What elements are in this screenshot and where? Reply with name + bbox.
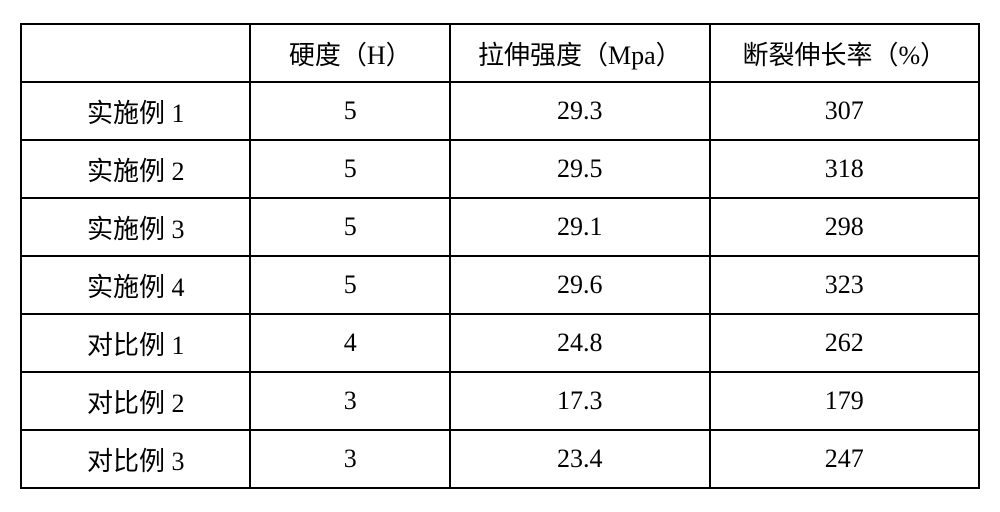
row-label: 实施例 2 — [21, 140, 250, 198]
cell-elongation: 179 — [710, 372, 979, 430]
cell-elongation: 262 — [710, 314, 979, 372]
cell-elongation: 298 — [710, 198, 979, 256]
cell-elongation: 323 — [710, 256, 979, 314]
row-label: 对比例 2 — [21, 372, 250, 430]
cell-hardness: 5 — [250, 140, 450, 198]
cell-hardness: 5 — [250, 82, 450, 140]
table-row: 实施例 3 5 29.1 298 — [21, 198, 979, 256]
data-table: 硬度（H） 拉伸强度（Mpa） 断裂伸长率（%） 实施例 1 5 29.3 30… — [20, 23, 980, 489]
cell-hardness: 5 — [250, 198, 450, 256]
header-cell-empty — [21, 24, 250, 82]
cell-tensile: 29.6 — [450, 256, 710, 314]
cell-hardness: 3 — [250, 372, 450, 430]
table-header-row: 硬度（H） 拉伸强度（Mpa） 断裂伸长率（%） — [21, 24, 979, 82]
cell-tensile: 17.3 — [450, 372, 710, 430]
row-label: 对比例 3 — [21, 430, 250, 488]
row-label: 实施例 1 — [21, 82, 250, 140]
table-row: 对比例 1 4 24.8 262 — [21, 314, 979, 372]
table-row: 对比例 2 3 17.3 179 — [21, 372, 979, 430]
cell-elongation: 247 — [710, 430, 979, 488]
table-row: 实施例 1 5 29.3 307 — [21, 82, 979, 140]
row-label: 实施例 3 — [21, 198, 250, 256]
cell-hardness: 3 — [250, 430, 450, 488]
row-label: 对比例 1 — [21, 314, 250, 372]
table-row: 对比例 3 3 23.4 247 — [21, 430, 979, 488]
cell-elongation: 318 — [710, 140, 979, 198]
cell-hardness: 5 — [250, 256, 450, 314]
cell-tensile: 23.4 — [450, 430, 710, 488]
cell-hardness: 4 — [250, 314, 450, 372]
cell-elongation: 307 — [710, 82, 979, 140]
cell-tensile: 29.5 — [450, 140, 710, 198]
table-row: 实施例 2 5 29.5 318 — [21, 140, 979, 198]
header-cell-tensile: 拉伸强度（Mpa） — [450, 24, 710, 82]
row-label: 实施例 4 — [21, 256, 250, 314]
header-cell-hardness: 硬度（H） — [250, 24, 450, 82]
header-cell-elongation: 断裂伸长率（%） — [710, 24, 979, 82]
cell-tensile: 24.8 — [450, 314, 710, 372]
cell-tensile: 29.3 — [450, 82, 710, 140]
table-row: 实施例 4 5 29.6 323 — [21, 256, 979, 314]
cell-tensile: 29.1 — [450, 198, 710, 256]
